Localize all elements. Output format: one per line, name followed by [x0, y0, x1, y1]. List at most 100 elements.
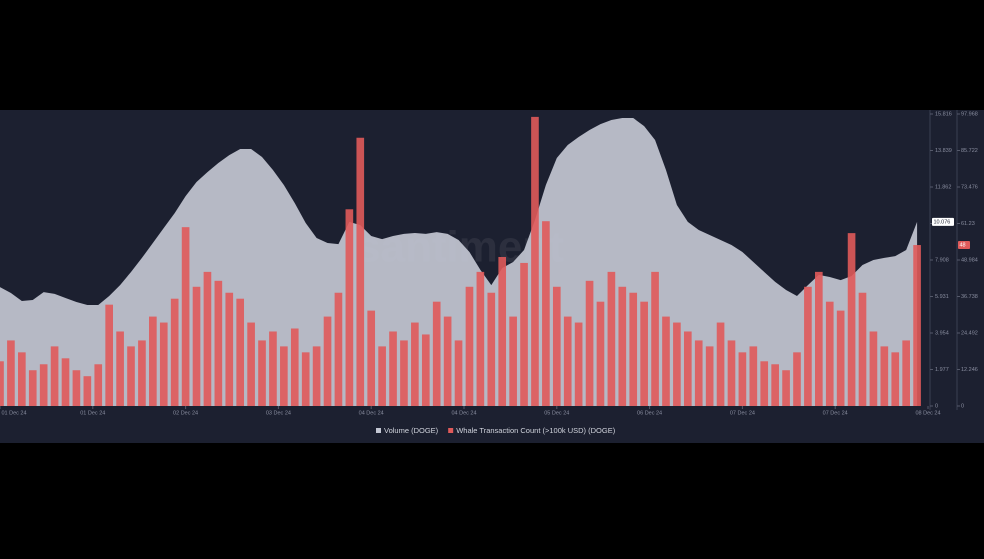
whale-bar	[727, 340, 736, 406]
whale-bar	[815, 271, 823, 406]
whale-bar	[869, 331, 878, 406]
whale-bar	[913, 245, 921, 406]
last-value-label: 48	[960, 243, 966, 249]
last-value-label: 10.076	[934, 219, 951, 225]
whale-bar	[825, 301, 834, 406]
y-tick-label: 7.908	[935, 257, 949, 263]
whale-bar	[290, 328, 299, 406]
whale-bar	[323, 316, 332, 406]
whale-bar	[312, 346, 321, 406]
whale-bar	[738, 352, 747, 406]
whale-bar	[94, 364, 103, 406]
whale-bar	[585, 280, 594, 406]
whale-bar	[629, 292, 638, 406]
whale-bar	[487, 292, 496, 406]
whale-bar	[192, 286, 201, 406]
whale-bar	[28, 370, 37, 406]
whale-bar	[607, 271, 616, 406]
whale-bar	[891, 352, 900, 406]
x-tick-label: 01 Dec 24	[1, 410, 26, 416]
legend-label: Whale Transaction Count (>100k USD) (DOG…	[456, 426, 616, 435]
whale-bar	[18, 352, 26, 406]
y-tick-label: 3.954	[935, 330, 949, 336]
whale-bar	[880, 346, 889, 406]
whale-bar	[498, 256, 507, 406]
whale-bar	[716, 322, 725, 406]
whale-bar	[7, 340, 15, 406]
whale-bar	[378, 346, 386, 406]
y-tick-label: 11.862	[935, 184, 951, 190]
whale-bar	[280, 346, 288, 406]
whale-bar	[465, 286, 474, 406]
legend-swatch	[376, 428, 381, 433]
y-tick-label: 13.839	[935, 148, 952, 154]
x-tick-label: 04 Dec 24	[451, 410, 476, 416]
whale-bar	[531, 116, 539, 406]
whale-bar	[793, 352, 801, 406]
last-value-badge	[932, 217, 954, 226]
x-tick-label: 01 Dec 24	[80, 410, 105, 416]
whale-bar	[149, 316, 157, 406]
whale-bar	[782, 370, 790, 406]
whale-bar	[618, 286, 627, 406]
whale-bar	[0, 361, 4, 406]
whale-bar	[847, 233, 856, 406]
whale-bar	[858, 292, 867, 406]
whale-bar	[749, 346, 758, 406]
whale-bar	[72, 370, 81, 406]
whale-bar	[421, 334, 430, 406]
whale-bar	[367, 310, 376, 406]
whale-bar	[552, 286, 561, 406]
whale-bar	[902, 340, 910, 406]
whale-bar	[400, 340, 408, 406]
y-tick-label: 15.816	[935, 111, 952, 117]
whale-bar	[662, 316, 670, 406]
y2-tick-label: 12.246	[961, 367, 978, 373]
x-tick-label: 02 Dec 24	[173, 410, 198, 416]
whale-bar	[258, 340, 266, 406]
whale-bar	[574, 322, 583, 406]
x-tick-label: 07 Dec 24	[823, 410, 848, 416]
whale-bar	[705, 346, 714, 406]
y-tick-label: 5.931	[935, 294, 949, 300]
whale-bar	[640, 301, 648, 406]
y2-tick-label: 73.476	[961, 184, 978, 190]
whale-bar	[116, 331, 124, 406]
whale-bar	[356, 137, 365, 406]
y2-tick-label: 61.23	[961, 221, 975, 227]
whale-bar	[181, 227, 190, 406]
whale-bar	[520, 262, 528, 406]
whale-bar	[760, 361, 769, 406]
whale-bar	[159, 322, 168, 406]
y2-tick-label: 0	[961, 403, 964, 409]
whale-bar	[334, 292, 343, 406]
whale-bar	[225, 292, 234, 406]
whale-bar	[836, 310, 845, 406]
whale-bar	[301, 352, 310, 406]
whale-bar	[596, 301, 605, 406]
y2-tick-label: 48.984	[961, 257, 978, 263]
x-tick-label: 08 Dec 24	[915, 410, 940, 416]
x-tick-label: 06 Dec 24	[637, 410, 662, 416]
whale-bar	[247, 322, 255, 406]
whale-bar	[542, 221, 550, 406]
whale-bar	[563, 316, 572, 406]
y-tick-label: 1.977	[935, 367, 949, 373]
whale-bar	[454, 340, 463, 406]
x-tick-label: 07 Dec 24	[730, 410, 755, 416]
whale-bar	[683, 331, 692, 406]
whale-bar	[651, 271, 659, 406]
whale-bar	[694, 340, 703, 406]
whale-bar	[411, 322, 419, 406]
y2-tick-label: 24.492	[961, 330, 978, 336]
y2-tick-label: 97.968	[961, 111, 978, 117]
y2-tick-label: 36.738	[961, 294, 978, 300]
whale-bar	[476, 271, 485, 406]
whale-bar	[170, 298, 179, 406]
whale-bar	[39, 364, 48, 406]
whale-bar	[83, 376, 92, 406]
y-tick-label: 0	[935, 403, 938, 409]
last-value-badge	[958, 241, 970, 250]
